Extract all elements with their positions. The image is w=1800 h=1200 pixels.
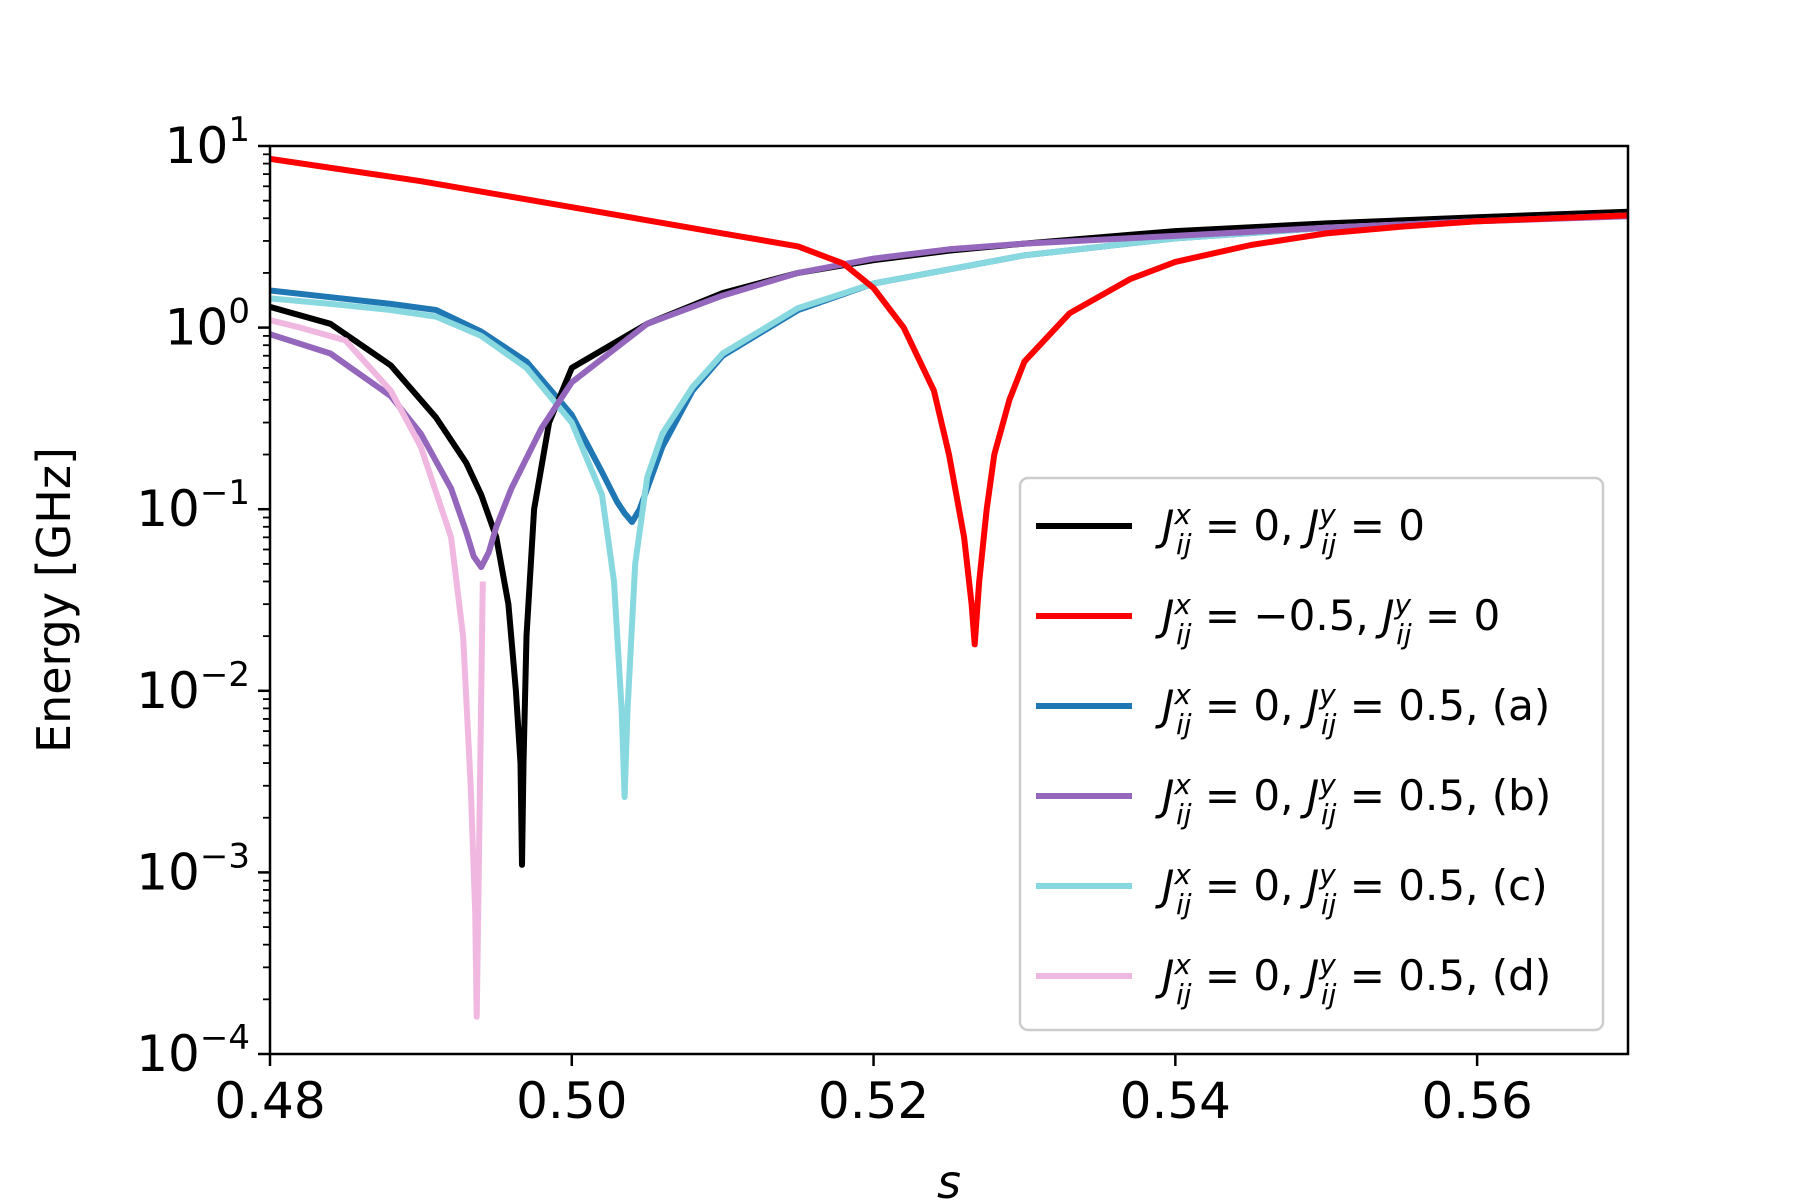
- legend-entry-label: Jx ij = −0.5, Jy ij = 0: [1155, 588, 1500, 651]
- y-tick-label: 10−1: [136, 473, 250, 538]
- legend-entry-label: Jx ij = 0, Jy ij = 0.5, (b): [1155, 768, 1551, 831]
- y-tick-label: 10−3: [136, 836, 250, 901]
- plot-frame: [268, 144, 1630, 1056]
- x-tick-label: 0.56: [1421, 1072, 1532, 1130]
- legend-entry-label: Jx ij = 0, Jy ij = 0.5, (d): [1155, 948, 1551, 1011]
- series-line-4: [270, 212, 1628, 800]
- series-line-5: [270, 317, 486, 1020]
- x-axis: 0.48 0.50 0.52 0.54 0.56: [214, 1054, 1533, 1130]
- y-tick-label: 10−4: [136, 1018, 250, 1083]
- y-tick-label: 100: [165, 292, 250, 357]
- y-axis: 101 100 10−1 10−2 10−3 10−4: [136, 110, 270, 1083]
- x-tick-label: 0.54: [1120, 1072, 1231, 1130]
- legend-box: [1018, 476, 1605, 1032]
- legend-entry-label: Jx ij = 0, Jy ij = 0.5, (c): [1155, 858, 1548, 921]
- legend-entry-label: Jx ij = 0, Jy ij = 0.5, (a): [1155, 678, 1550, 741]
- y-tick-label: 101: [165, 110, 250, 175]
- x-tick-label: 0.52: [818, 1072, 929, 1130]
- legend: Jx ij = 0, Jy ij = 0Jx ij = −0.5, Jy ij = 0J…: [1018, 476, 1605, 1032]
- y-axis-label: Energy [GHz]: [27, 447, 81, 753]
- y-tick-label: 10−2: [136, 655, 250, 720]
- x-tick-label: 0.48: [214, 1072, 325, 1130]
- x-axis-label: s: [937, 1155, 961, 1200]
- series-line-3: [270, 213, 1628, 571]
- series-line-1: [270, 155, 1628, 648]
- x-tick-label: 0.50: [516, 1072, 627, 1130]
- series-group: [270, 155, 1628, 1020]
